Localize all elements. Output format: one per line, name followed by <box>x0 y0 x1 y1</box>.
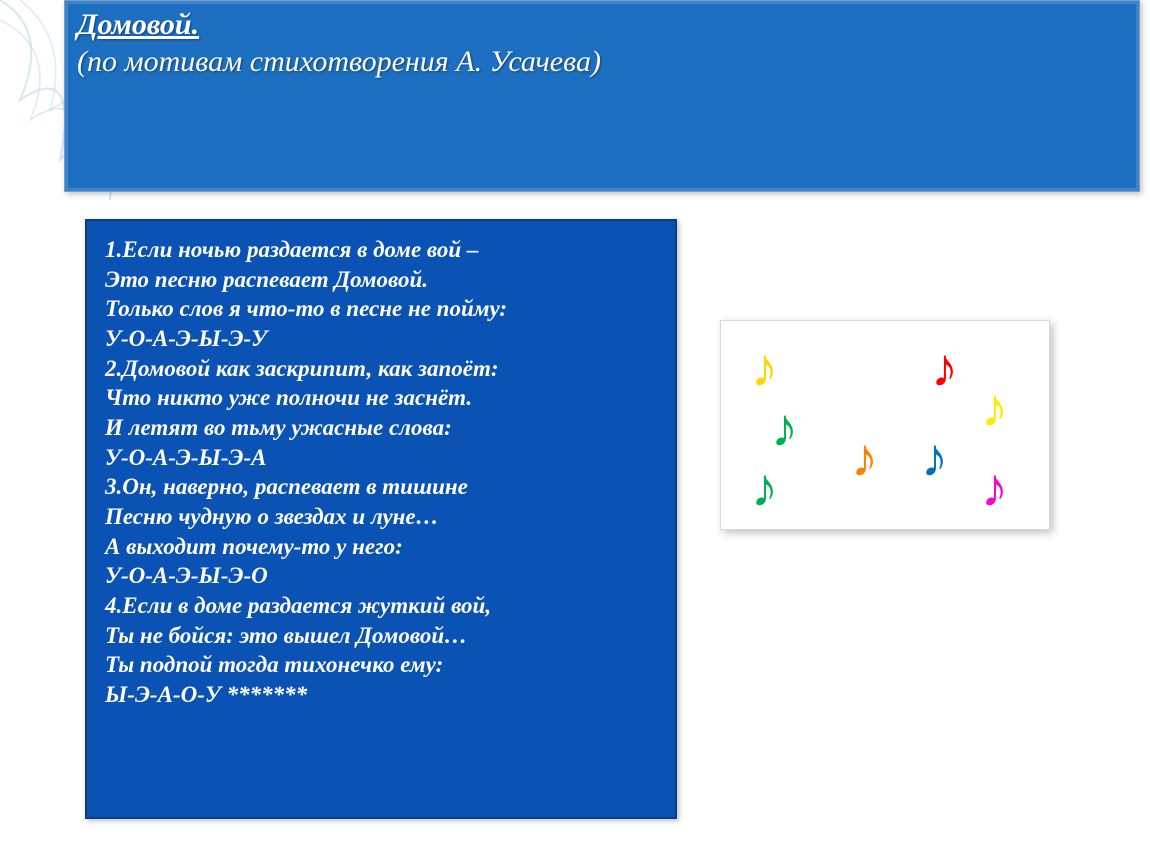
poem-line: 2.Домовой как заскрипит, как запоёт: <box>105 354 657 384</box>
poem-line: Песню чудную о звездах и луне… <box>105 502 657 532</box>
music-note-icon: ♪ <box>931 341 958 395</box>
header-panel: Домовой. (по мотивам стихотворения А. Ус… <box>64 0 1140 192</box>
music-note-icon: ♪ <box>751 341 778 395</box>
poem-line: 1.Если ночью раздается в доме вой – <box>105 235 657 265</box>
poem-line: Ты не бойся: это вышел Домовой… <box>105 621 657 651</box>
header-subtitle: (по мотивам стихотворения А. Усачева) <box>77 43 1127 81</box>
music-note-icon: ♪ <box>771 401 798 455</box>
poem-line: Это песню распевает Домовой. <box>105 265 657 295</box>
poem-line: А выходит почему-то у него: <box>105 532 657 562</box>
poem-line: У-О-А-Э-Ы-Э-О <box>105 561 657 591</box>
poem-panel: 1.Если ночью раздается в доме вой – Это … <box>85 219 677 819</box>
music-note-icon: ♪ <box>751 461 778 515</box>
poem-line: 4.Если в доме раздается жуткий вой, <box>105 591 657 621</box>
poem-line: Ы-Э-А-О-У ******* <box>105 680 657 710</box>
poem-line: Ты подпой тогда тихонечко ему: <box>105 650 657 680</box>
poem-line: И летят во тьму ужасные слова: <box>105 413 657 443</box>
poem-line: 3.Он, наверно, распевает в тишине <box>105 472 657 502</box>
poem-line: У-О-А-Э-Ы-Э-У <box>105 324 657 354</box>
poem-line: Что никто уже полночи не заснёт. <box>105 383 657 413</box>
music-notes-card: ♪ ♪ ♪ ♪ ♪ ♪ ♪ ♪ <box>720 320 1050 530</box>
poem-line: У-О-А-Э-Ы-Э-А <box>105 443 657 473</box>
music-note-icon: ♪ <box>981 461 1008 515</box>
header-title: Домовой. <box>77 7 1127 43</box>
music-note-icon: ♪ <box>981 381 1008 435</box>
music-note-icon: ♪ <box>851 431 878 485</box>
poem-line: Только слов я что-то в песне не пойму: <box>105 294 657 324</box>
music-note-icon: ♪ <box>921 431 948 485</box>
